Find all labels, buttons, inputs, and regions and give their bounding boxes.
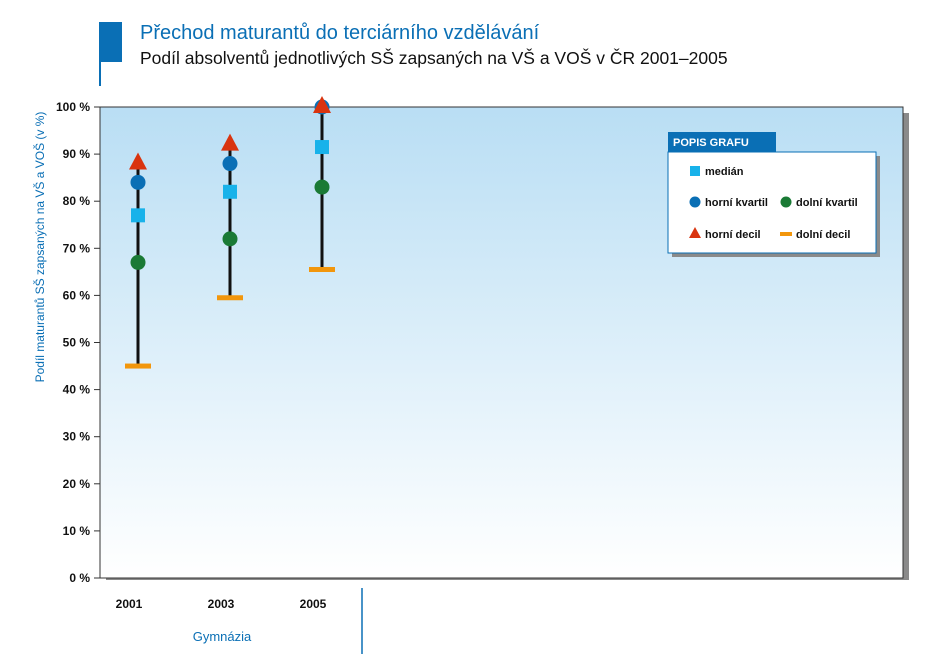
y-tick-label: 80 % [63, 194, 91, 208]
x-tick-label: 2005 [300, 597, 327, 611]
data-layer [125, 96, 335, 369]
y-axis-label: Podíl maturantů SŠ zapsaných na VŠ a VOŠ… [32, 112, 47, 383]
legend-label: dolní kvartil [796, 197, 858, 209]
point-horni-decil [221, 133, 239, 151]
legend-label: horní decil [705, 229, 761, 241]
point-median [131, 208, 145, 223]
legend: POPIS GRAFU medián horní kvartil dolní kva… [667, 132, 880, 257]
y-tick-label: 20 % [63, 477, 91, 491]
y-tick-label: 100 % [56, 100, 90, 114]
point-dolni-kvartil [222, 231, 238, 247]
group-label: Gymnázia [193, 629, 252, 644]
y-tick-label: 10 % [63, 524, 91, 538]
y-tick-label: 40 % [63, 383, 91, 397]
legend-swatch [689, 196, 701, 208]
point-horni-kvartil [130, 174, 146, 190]
legend-swatch [689, 227, 701, 238]
legend-label: horní kvartil [705, 197, 768, 209]
legend-header [668, 132, 776, 152]
legend-box [667, 151, 877, 254]
x-axis: 2001 2003 2005 [116, 597, 327, 611]
point-horni-decil [129, 152, 147, 170]
title-accent-rule [99, 62, 101, 86]
y-tick-label: 60 % [63, 288, 91, 302]
point-dolni-decil [309, 266, 335, 272]
point-dolni-decil [217, 295, 243, 301]
y-tick-label: 0 % [69, 571, 90, 585]
point-dolni-kvartil [130, 254, 146, 270]
title-accent-bar [99, 22, 122, 62]
legend-label: medián [705, 166, 744, 178]
x-tick-label: 2003 [208, 597, 235, 611]
legend-title: POPIS GRAFU [673, 137, 749, 149]
y-tick-label: 70 % [63, 241, 91, 255]
y-tick-label: 90 % [63, 147, 91, 161]
legend-label: dolní decil [796, 229, 850, 241]
y-axis: 0 % 10 % 20 % 30 % 40 % 50 % 60 % 70 % 80 % 90 % 1… [56, 100, 100, 585]
point-horni-decil [313, 96, 331, 113]
point-dolni-kvartil [314, 179, 330, 195]
legend-swatch [690, 166, 700, 176]
point-dolni-decil [125, 363, 151, 369]
point-median [315, 140, 329, 155]
chart-title: Přechod maturantů do terciárního vzděláv… [140, 22, 540, 44]
point-horni-kvartil [222, 156, 238, 172]
y-tick-label: 30 % [63, 430, 91, 444]
y-tick-label: 50 % [63, 336, 91, 350]
point-median [223, 184, 237, 199]
chart-subtitle: Podíl absolventů jednotlivých SŠ zapsaný… [140, 48, 728, 68]
legend-swatch [780, 232, 792, 236]
legend-swatch [780, 196, 792, 208]
x-tick-label: 2001 [116, 597, 143, 611]
